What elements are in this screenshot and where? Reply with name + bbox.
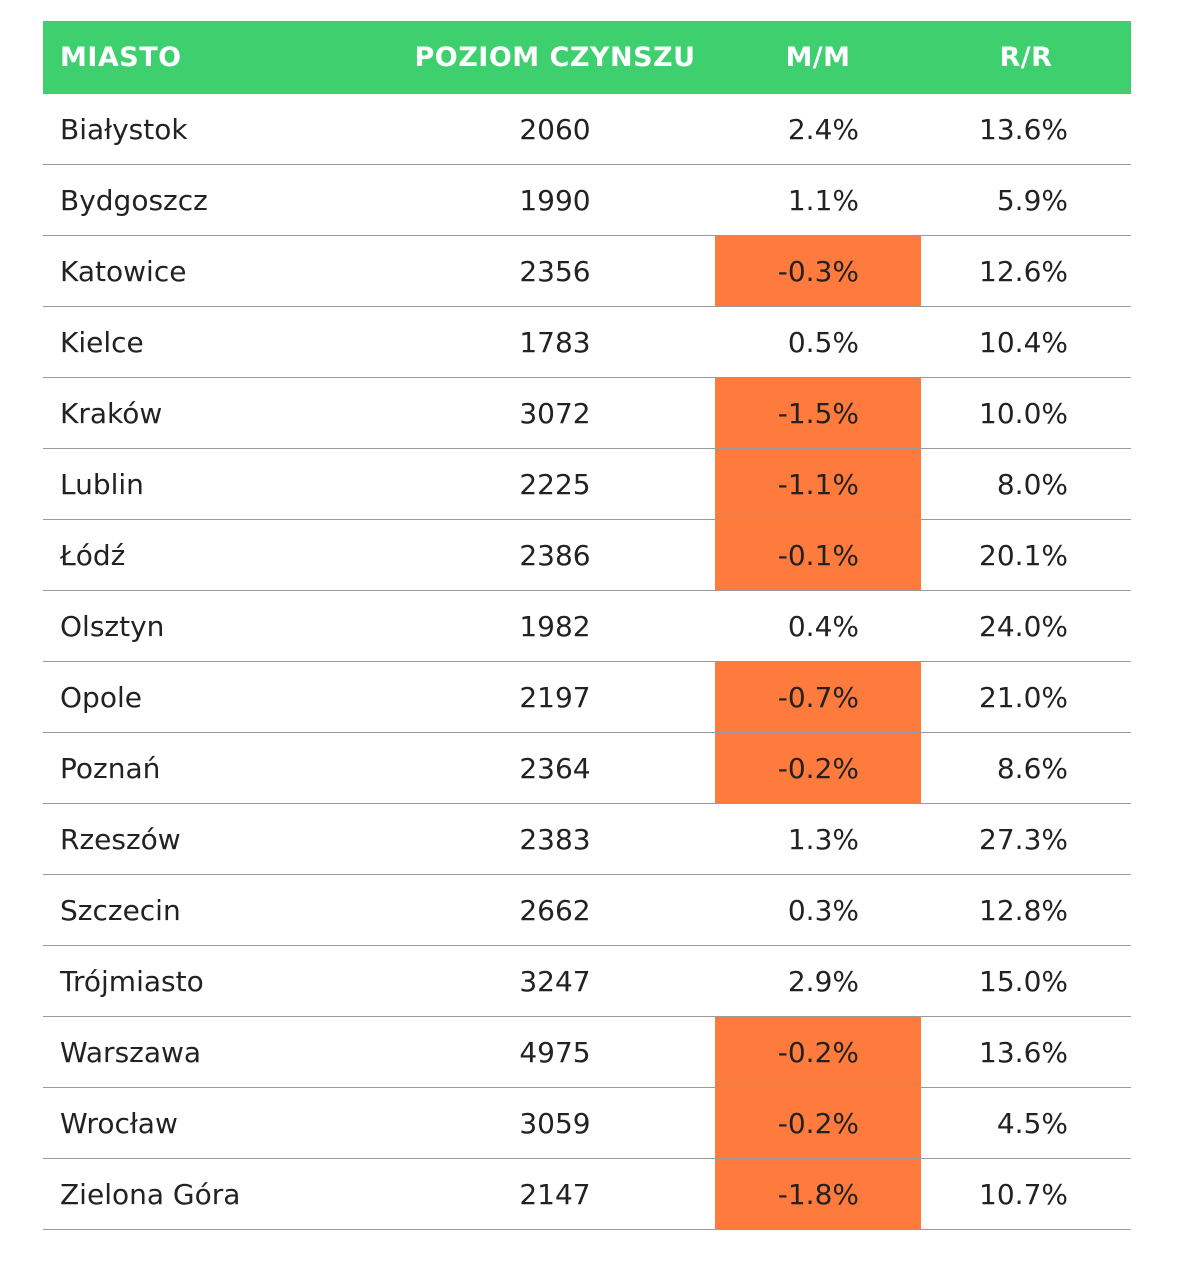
mm-change-cell: -1.8% [715,1159,921,1229]
rent-cell: 3072 [519,396,591,430]
rr-change-cell: 8.0% [996,467,1068,501]
rr-change-cell: 20.1% [979,538,1068,572]
mm-change-cell: 1.3% [787,822,859,856]
rent-cell: 2662 [519,893,591,927]
table-row: Łódź 2386 -0.1% 20.1% [43,520,1131,591]
rr-change-cell: 13.6% [979,112,1068,146]
rent-cell: 2356 [519,254,591,288]
rr-change-cell: 10.7% [979,1177,1068,1211]
rr-change-cell: 15.0% [979,964,1068,998]
rr-change-cell: 12.8% [979,893,1068,927]
mm-change-cell: -0.1% [715,520,921,590]
table-row: Lublin 2225 -1.1% 8.0% [43,449,1131,520]
rent-cell: 2225 [519,467,591,501]
rent-cell: 2386 [519,538,591,572]
city-cell: Poznań [60,751,161,785]
mm-change-cell: -0.3% [715,236,921,306]
table-header: MIASTO POZIOM CZYNSZU M/M R/R [43,21,1131,94]
city-cell: Łódź [60,538,126,572]
rent-cell: 1982 [519,609,591,643]
table-body: Białystok 2060 2.4% 13.6% Bydgoszcz 1990 1.1% 5… [43,94,1131,1230]
mm-change-cell: 0.4% [787,609,859,643]
city-cell: Lublin [60,467,144,501]
header-mm: M/M [785,42,851,73]
rent-table: MIASTO POZIOM CZYNSZU M/M R/R Białystok 2… [43,21,1131,1230]
mm-change-cell: 1.1% [787,183,859,217]
city-cell: Opole [60,680,142,714]
mm-change-cell: -0.7% [715,662,921,732]
header-rent: POZIOM CZYNSZU [414,42,696,73]
table-row: Bydgoszcz 1990 1.1% 5.9% [43,165,1131,236]
table-row: Wrocław 3059 -0.2% 4.5% [43,1088,1131,1159]
mm-change-cell: 0.3% [787,893,859,927]
rent-cell: 2147 [519,1177,591,1211]
mm-change-cell: -0.2% [715,1017,921,1087]
rr-change-cell: 4.5% [996,1106,1068,1140]
rr-change-cell: 27.3% [979,822,1068,856]
table-row: Kraków 3072 -1.5% 10.0% [43,378,1131,449]
rent-cell: 2060 [519,112,591,146]
table-row: Opole 2197 -0.7% 21.0% [43,662,1131,733]
header-rr: R/R [999,42,1053,73]
city-cell: Trójmiasto [60,964,204,998]
rent-cell: 3059 [519,1106,591,1140]
rr-change-cell: 10.4% [979,325,1068,359]
rent-cell: 1990 [519,183,591,217]
city-cell: Kielce [60,325,144,359]
rr-change-cell: 13.6% [979,1035,1068,1069]
rent-cell: 2364 [519,751,591,785]
table-row: Olsztyn 1982 0.4% 24.0% [43,591,1131,662]
city-cell: Szczecin [60,893,181,927]
rr-change-cell: 12.6% [979,254,1068,288]
rr-change-cell: 5.9% [996,183,1068,217]
rent-cell: 1783 [519,325,591,359]
mm-change-cell: -0.2% [715,733,921,803]
city-cell: Katowice [60,254,187,288]
city-cell: Białystok [60,112,188,146]
rent-cell: 2197 [519,680,591,714]
city-cell: Rzeszów [60,822,181,856]
table-row: Zielona Góra 2147 -1.8% 10.7% [43,1159,1131,1230]
rr-change-cell: 24.0% [979,609,1068,643]
mm-change-cell: -0.2% [715,1088,921,1158]
table-row: Kielce 1783 0.5% 10.4% [43,307,1131,378]
mm-change-cell: -1.1% [715,449,921,519]
mm-change-cell: -1.5% [715,378,921,448]
table-row: Szczecin 2662 0.3% 12.8% [43,875,1131,946]
table-row: Rzeszów 2383 1.3% 27.3% [43,804,1131,875]
table-row: Warszawa 4975 -0.2% 13.6% [43,1017,1131,1088]
mm-change-cell: 0.5% [787,325,859,359]
rent-cell: 3247 [519,964,591,998]
city-cell: Wrocław [60,1106,178,1140]
city-cell: Zielona Góra [60,1177,241,1211]
city-cell: Warszawa [60,1035,202,1069]
table-row: Katowice 2356 -0.3% 12.6% [43,236,1131,307]
mm-change-cell: 2.4% [787,112,859,146]
table-row: Trójmiasto 3247 2.9% 15.0% [43,946,1131,1017]
city-cell: Kraków [60,396,163,430]
table-row: Białystok 2060 2.4% 13.6% [43,94,1131,165]
mm-change-cell: 2.9% [787,964,859,998]
table-row: Poznań 2364 -0.2% 8.6% [43,733,1131,804]
header-city: MIASTO [60,42,182,73]
rr-change-cell: 21.0% [979,680,1068,714]
rent-cell: 2383 [519,822,591,856]
rr-change-cell: 10.0% [979,396,1068,430]
city-cell: Bydgoszcz [60,183,208,217]
rr-change-cell: 8.6% [996,751,1068,785]
city-cell: Olsztyn [60,609,165,643]
rent-cell: 4975 [519,1035,591,1069]
